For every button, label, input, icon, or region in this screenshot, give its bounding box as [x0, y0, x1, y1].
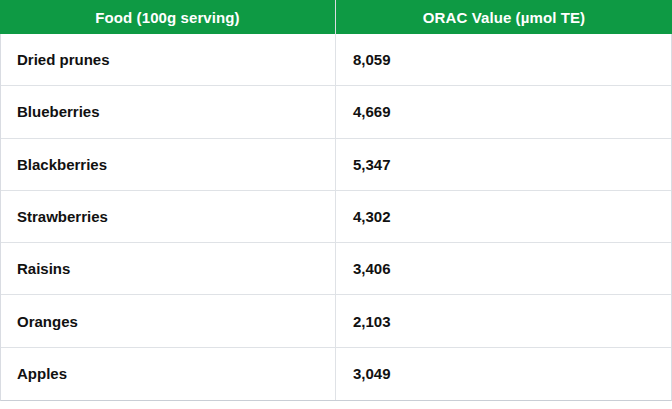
orac-value-cell: 4,669: [336, 86, 671, 137]
orac-value-cell: 5,347: [336, 139, 671, 190]
column-header-orac-value: ORAC Value (µmol TE): [336, 0, 672, 34]
table-row: Apples 3,049: [1, 348, 671, 400]
table-row: Raisins 3,406: [1, 243, 671, 295]
column-header-food: Food (100g serving): [0, 0, 336, 34]
orac-value-cell: 2,103: [336, 295, 671, 346]
orac-value-cell: 3,049: [336, 348, 671, 400]
table-header-row: Food (100g serving) ORAC Value (µmol TE): [0, 0, 672, 34]
orac-value-cell: 8,059: [336, 34, 671, 85]
table-row: Blackberries 5,347: [1, 139, 671, 191]
food-cell: Oranges: [1, 295, 336, 346]
table-row: Strawberries 4,302: [1, 191, 671, 243]
food-cell: Raisins: [1, 243, 336, 294]
food-cell: Blueberries: [1, 86, 336, 137]
food-cell: Blackberries: [1, 139, 336, 190]
food-cell: Apples: [1, 348, 336, 400]
orac-value-cell: 4,302: [336, 191, 671, 242]
table-row: Dried prunes 8,059: [1, 34, 671, 86]
table-row: Oranges 2,103: [1, 295, 671, 347]
food-cell: Strawberries: [1, 191, 336, 242]
orac-value-cell: 3,406: [336, 243, 671, 294]
food-cell: Dried prunes: [1, 34, 336, 85]
orac-values-table: Food (100g serving) ORAC Value (µmol TE)…: [0, 0, 672, 401]
table-body: Dried prunes 8,059 Blueberries 4,669 Bla…: [1, 34, 671, 400]
table-row: Blueberries 4,669: [1, 86, 671, 138]
